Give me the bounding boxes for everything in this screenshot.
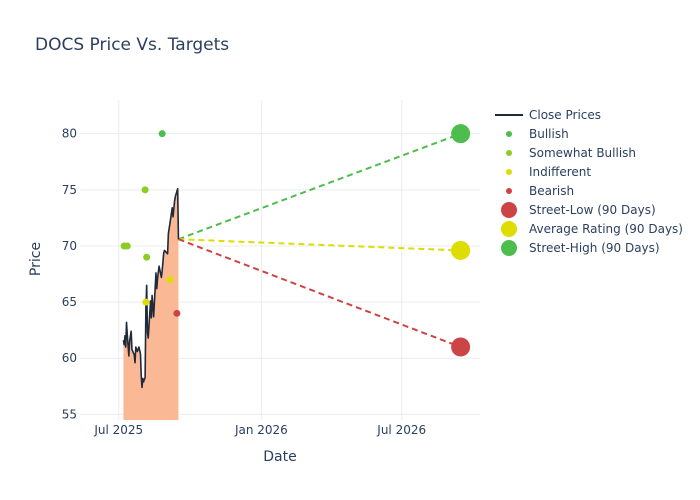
indifferent-point <box>166 276 174 284</box>
close-price-line <box>122 187 180 389</box>
x-axis-title: Date <box>263 449 296 465</box>
somewhat-bullish-point <box>141 186 149 194</box>
street-high-marker <box>451 124 471 144</box>
indifferent-point <box>142 298 150 306</box>
legend-somewhat-bullish-label: Somewhat Bullish <box>529 146 636 160</box>
legend-bearish-swatch <box>506 188 512 194</box>
x-tick-labels: Jul 2025 Jan 2026 Jul 2026 <box>93 423 426 437</box>
chart-title: DOCS Price Vs. Targets <box>35 35 229 55</box>
y-axis-title: Price <box>28 242 44 276</box>
area-layer <box>123 188 179 420</box>
legend-indifferent-swatch <box>506 169 512 175</box>
y-tick-label: 65 <box>62 295 77 309</box>
average-rating-projection <box>178 238 461 252</box>
y-tick-labels: 55 60 65 70 75 80 <box>62 127 77 422</box>
projection-layer <box>178 132 461 348</box>
legend-street-high-swatch <box>501 240 517 256</box>
legend-street-high-label: Street-High (90 Days) <box>529 241 660 255</box>
y-tick-label: 60 <box>62 351 77 365</box>
x-tick-label: Jan 2026 <box>234 423 288 437</box>
legend-street-low-swatch <box>501 202 517 218</box>
bullish-point <box>158 130 166 138</box>
y-tick-label: 55 <box>62 407 77 421</box>
y-tick-label: 80 <box>62 127 77 141</box>
y-tick-label: 70 <box>62 239 77 253</box>
target-markers-layer <box>451 124 471 357</box>
legend-bearish-label: Bearish <box>529 184 574 198</box>
legend-bullish-swatch <box>506 131 512 137</box>
legend-average-rating-label: Average Rating (90 Days) <box>529 222 683 236</box>
average-rating-marker <box>451 240 471 260</box>
y-tick-label: 75 <box>62 183 77 197</box>
legend-average-rating-swatch <box>501 221 517 237</box>
somewhat-bullish-point <box>143 253 151 261</box>
legend-bullish-label: Bullish <box>529 127 569 141</box>
legend-somewhat-bullish-swatch <box>506 150 512 156</box>
x-tick-label: Jul 2025 <box>93 423 143 437</box>
close-price-area <box>123 188 179 420</box>
somewhat-bullish-point <box>123 242 131 250</box>
legend-indifferent-label: Indifferent <box>529 165 591 179</box>
x-tick-label: Jul 2026 <box>376 423 426 437</box>
legend-street-low-label: Street-Low (90 Days) <box>529 203 656 217</box>
close-line-layer <box>122 187 180 389</box>
legend-close-prices-label: Close Prices <box>529 108 601 122</box>
bearish-point <box>173 309 181 317</box>
legend: Close Prices Bullish Somewhat Bullish Indif… <box>495 108 683 256</box>
rating-points-layer <box>120 130 181 317</box>
street-low-projection <box>178 238 461 348</box>
street-low-marker <box>451 337 471 357</box>
street-high-projection <box>178 132 461 241</box>
